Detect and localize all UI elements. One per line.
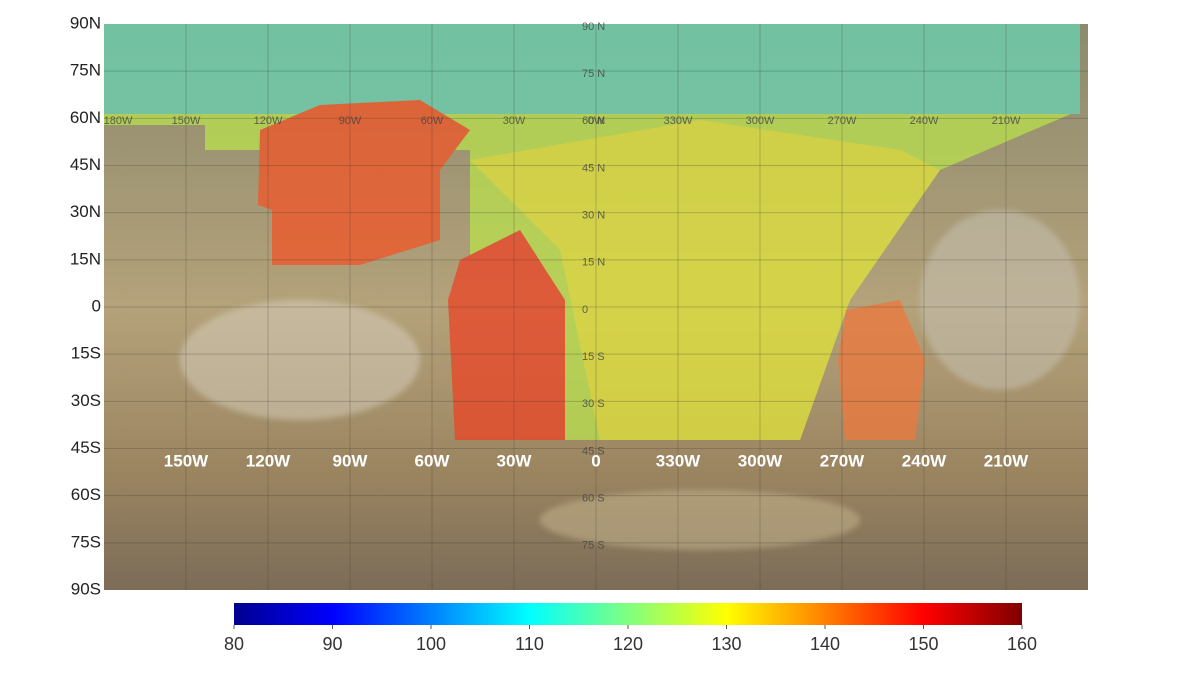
overlay-region bbox=[470, 120, 940, 440]
longitude-label: 90W bbox=[333, 451, 369, 470]
temperature-overlay bbox=[104, 24, 1080, 440]
surface-patch bbox=[920, 210, 1080, 390]
latitude-label: 30S bbox=[71, 391, 101, 410]
grid-longitude-label: 0W bbox=[588, 115, 605, 127]
longitude-label: 210W bbox=[984, 451, 1029, 470]
colorbar-tick-label: 90 bbox=[322, 634, 342, 654]
grid-latitude-label: 30 N bbox=[582, 210, 605, 222]
grid-longitude-label: 180W bbox=[104, 115, 133, 127]
longitude-label: 330W bbox=[656, 451, 701, 470]
latitude-label: 75S bbox=[71, 532, 101, 551]
latitude-label: 60S bbox=[71, 485, 101, 504]
grid-latitude-label: 30 S bbox=[582, 398, 605, 410]
longitude-label: 30W bbox=[497, 451, 533, 470]
latitude-label: 75N bbox=[70, 61, 101, 80]
grid-longitude-label: 60W bbox=[421, 115, 444, 127]
grid-longitude-label: 240W bbox=[910, 115, 939, 127]
colorbar-tick-label: 80 bbox=[224, 634, 244, 654]
grid-latitude-label: 0 bbox=[582, 304, 588, 316]
longitude-label: 150W bbox=[164, 451, 209, 470]
grid-latitude-label: 60 N bbox=[582, 115, 605, 127]
grid-longitude-label: 300W bbox=[746, 115, 775, 127]
grid-latitude-label: 60 S bbox=[582, 493, 605, 505]
map bbox=[104, 24, 1088, 590]
colorbar-tick-label: 120 bbox=[613, 634, 643, 654]
grid-longitude-label: 330W bbox=[664, 115, 693, 127]
grid-latitude-label: 45 N bbox=[582, 162, 605, 174]
grid-longitude-label: 150W bbox=[172, 115, 201, 127]
latitude-label: 90N bbox=[70, 13, 101, 32]
colorbar-tick-label: 150 bbox=[908, 634, 938, 654]
latitude-label: 0 bbox=[92, 296, 101, 315]
grid-latitude-label: 45 S bbox=[582, 445, 605, 457]
grid-longitude-label: 90W bbox=[339, 115, 362, 127]
longitude-label: 60W bbox=[415, 451, 451, 470]
colorbar-tick-label: 140 bbox=[810, 634, 840, 654]
longitude-label: 300W bbox=[738, 451, 783, 470]
colorbar bbox=[234, 603, 1022, 625]
grid-longitude-label: 30W bbox=[503, 115, 526, 127]
grid-latitude-label: 75 N bbox=[582, 68, 605, 80]
grid-longitude-label: 270W bbox=[828, 115, 857, 127]
grid-longitude-label: 120W bbox=[254, 115, 283, 127]
latitude-label: 90S bbox=[71, 579, 101, 598]
longitude-label: 0 bbox=[591, 451, 600, 470]
colorbar-tick-label: 110 bbox=[515, 634, 544, 654]
grid-latitude-label: 15 S bbox=[582, 351, 605, 363]
latitude-label: 15N bbox=[70, 249, 101, 268]
colorbar-tick-label: 160 bbox=[1007, 634, 1037, 654]
latitude-label: 60N bbox=[70, 108, 101, 127]
overlay-region bbox=[838, 300, 925, 440]
surface-patch bbox=[540, 490, 860, 550]
latitude-label: 45S bbox=[71, 438, 101, 457]
latitude-label: 45N bbox=[70, 155, 101, 174]
overlay-region bbox=[104, 24, 1080, 114]
grid-latitude-label: 75 S bbox=[582, 540, 605, 552]
overlay-region bbox=[448, 230, 565, 440]
grid-latitude-label: 15 N bbox=[582, 257, 605, 269]
colorbar-tick-label: 100 bbox=[416, 634, 446, 654]
grid-latitude-label: 90 N bbox=[582, 21, 605, 33]
latitude-label: 30N bbox=[70, 202, 101, 221]
overlay-region bbox=[258, 100, 470, 265]
surface-patch bbox=[180, 300, 420, 420]
longitude-label: 120W bbox=[246, 451, 291, 470]
longitude-label: 240W bbox=[902, 451, 947, 470]
graticule bbox=[104, 24, 1088, 590]
colorbar-tick-label: 130 bbox=[711, 634, 741, 654]
longitude-label: 270W bbox=[820, 451, 865, 470]
grid-longitude-label: 210W bbox=[992, 115, 1021, 127]
latitude-label: 15S bbox=[71, 344, 101, 363]
